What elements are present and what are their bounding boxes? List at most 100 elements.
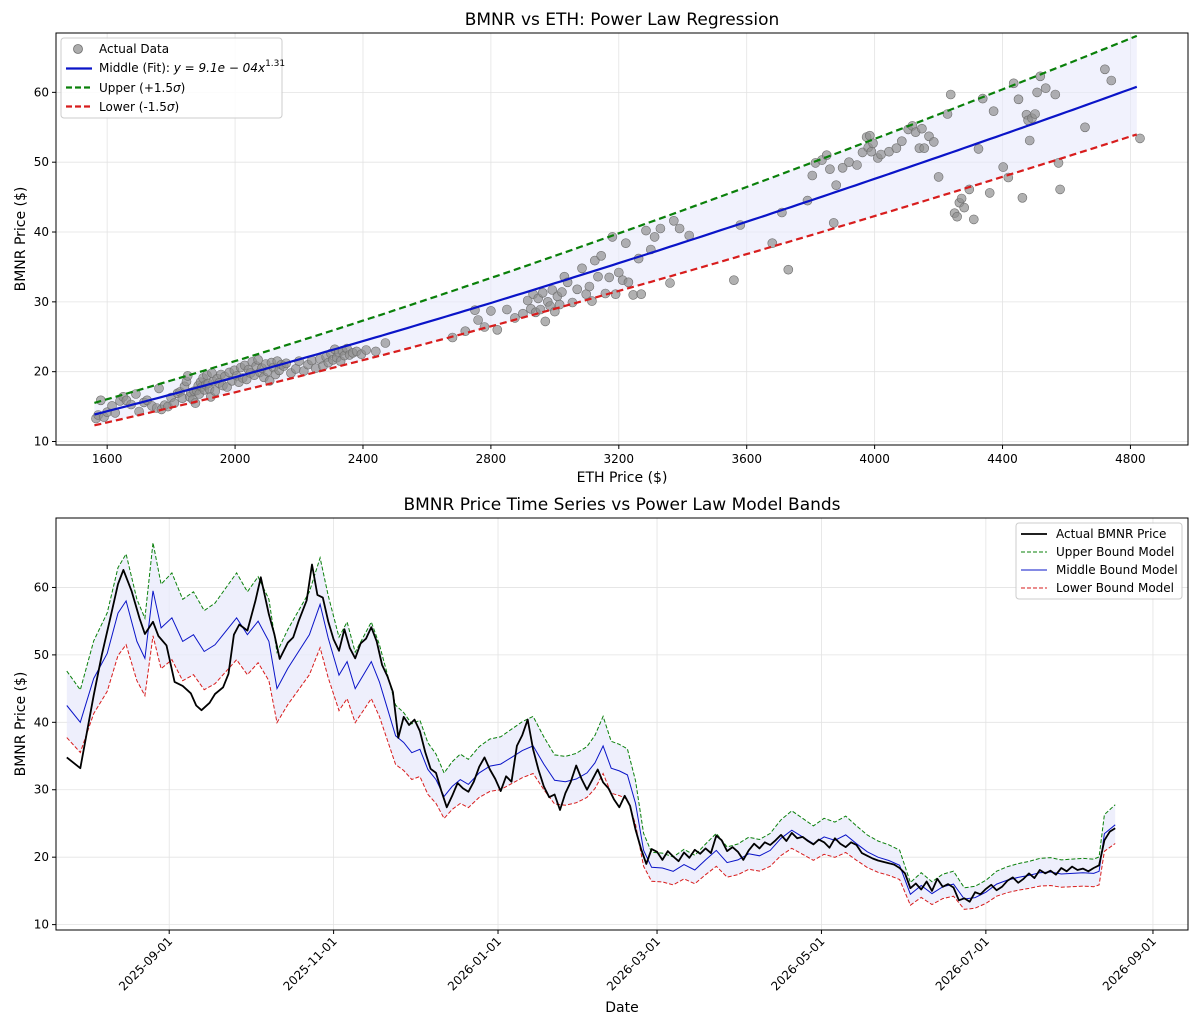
scatter-plot-frame: [55, 32, 1189, 446]
actual-data-point: [665, 278, 675, 288]
actual-data-point: [917, 123, 927, 134]
x-tick-label: 2800: [476, 452, 507, 466]
legend-fit-formula: y = 9.1e − 04x: [173, 61, 266, 75]
price-tick-label: 20: [34, 850, 49, 864]
middle-bound-line: [66, 590, 1116, 900]
actual-data-point: [522, 295, 533, 306]
actual-data-point: [968, 214, 979, 225]
actual-data-point: [942, 109, 953, 119]
x-tick-label: 2400: [348, 452, 379, 466]
actual-data-point: [577, 263, 587, 274]
price-tick-label: 10: [34, 918, 49, 932]
actual-data-point: [1053, 158, 1064, 168]
y-tick-label: 10: [34, 435, 49, 449]
x-tick-label: 1600: [92, 452, 123, 466]
upper-bound-line: [66, 542, 1116, 889]
actual-data-point: [1080, 122, 1090, 133]
scatter-x-axis-label: ETH Price ($): [577, 470, 668, 486]
actual-data-point: [844, 157, 854, 167]
actual-data-point: [891, 143, 902, 153]
date-tick-label: 2026-03-01: [604, 934, 663, 993]
scatter-chart-title: BMNR vs ETH: Power Law Regression: [465, 10, 780, 30]
x-tick-label: 4800: [1115, 452, 1146, 466]
actual-data-point: [674, 223, 685, 234]
legend-label-middle-fit: Middle (Fit): y = 9.1e − 04x1.31: [99, 59, 285, 75]
timeseries-plot-frame: [55, 517, 1189, 931]
actual-data-point: [604, 272, 615, 283]
timeseries-legend: Actual BMNR Price Upper Bound Model Midd…: [1015, 522, 1183, 600]
fit-band-area: [94, 35, 1137, 426]
actual-data-point: [655, 223, 666, 234]
actual-data-point: [593, 271, 603, 282]
actual-data-point: [253, 354, 263, 365]
timeseries-x-axis-label: Date: [605, 1000, 638, 1016]
actual-data-point: [956, 193, 967, 204]
actual-data-point: [876, 149, 886, 160]
actual-data-point: [649, 232, 660, 242]
actual-data-point: [831, 180, 842, 190]
middle-fit-line: [94, 85, 1138, 416]
actual-data-point: [807, 170, 818, 181]
actual-bmnr-price-line: [66, 563, 1116, 903]
actual-data-point: [1106, 75, 1117, 86]
y-tick-label: 40: [34, 225, 49, 239]
scatter-axis-ticks: 1600 2000 2400 2800 3200 3600 4000 4400 4800 10 20…: [34, 85, 1146, 466]
timeseries-chart-title: BMNR Price Time Series vs Power Law Mode…: [403, 495, 840, 515]
price-tick-label: 30: [34, 783, 49, 797]
legend-middle-fit-prefix: Middle (Fit):: [99, 61, 174, 75]
x-tick-label: 3600: [731, 452, 762, 466]
scatter-legend: Actual Data Middle (Fit): y = 9.1e − 04x…: [60, 37, 285, 119]
actual-data-point: [896, 136, 907, 146]
actual-data-point: [1013, 94, 1024, 105]
date-tick-label: 2026-09-01: [1100, 934, 1159, 993]
actual-data-point: [641, 225, 651, 236]
actual-data-point: [596, 251, 607, 261]
legend-fit-exponent: 1.31: [265, 59, 285, 69]
actual-data-point: [973, 144, 984, 154]
actual-data-point: [729, 275, 739, 286]
actual-data-point: [767, 238, 778, 248]
actual-data-point: [952, 211, 962, 222]
price-tick-label: 40: [34, 715, 49, 729]
actual-data-point: [473, 315, 483, 325]
actual-data-point: [380, 338, 391, 348]
y-tick-label: 60: [34, 85, 49, 99]
actual-data-point: [668, 216, 679, 226]
actual-data-point: [959, 202, 970, 213]
scatter-legend-box: [60, 37, 283, 119]
price-tick-label: 50: [34, 648, 49, 662]
actual-data-point: [587, 296, 597, 306]
timeseries-y-axis-label: BMNR Price ($): [13, 672, 29, 777]
actual-data-point: [620, 238, 631, 248]
actual-data-point: [998, 162, 1009, 172]
timeseries-legend-box: [1015, 522, 1183, 600]
model-band: [66, 542, 1116, 910]
actual-data-point: [613, 267, 624, 278]
date-tick-label: 2026-01-01: [445, 934, 504, 993]
actual-data-point: [549, 306, 560, 317]
actual-data-point: [154, 383, 164, 394]
x-tick-label: 3200: [604, 452, 635, 466]
actual-data-point: [628, 290, 639, 300]
legend-label-upper-bound: Upper Bound Model: [1056, 545, 1174, 559]
y-tick-label: 50: [34, 155, 49, 169]
price-tick-label: 60: [34, 580, 49, 594]
scatter-y-axis-label: BMNR Price ($): [13, 187, 29, 292]
legend-lower-sigma: σ: [167, 100, 175, 114]
legend-lower-close: ): [174, 100, 179, 114]
actual-data-point: [492, 324, 503, 335]
actual-data-point: [1100, 64, 1110, 75]
x-tick-label: 4400: [987, 452, 1018, 466]
upper-fit-line: [94, 34, 1138, 404]
actual-data-point: [361, 345, 372, 355]
actual-data-point: [370, 346, 381, 357]
legend-lower-text: Lower (-1.5: [99, 100, 167, 114]
actual-data-point: [1024, 135, 1035, 146]
actual-data-point: [852, 160, 862, 170]
date-tick-label: 2025-11-01: [281, 934, 340, 993]
actual-data-point: [837, 163, 848, 173]
model-band-area: [66, 542, 1116, 910]
actual-data-point: [928, 137, 939, 147]
actual-data-point: [554, 299, 565, 310]
